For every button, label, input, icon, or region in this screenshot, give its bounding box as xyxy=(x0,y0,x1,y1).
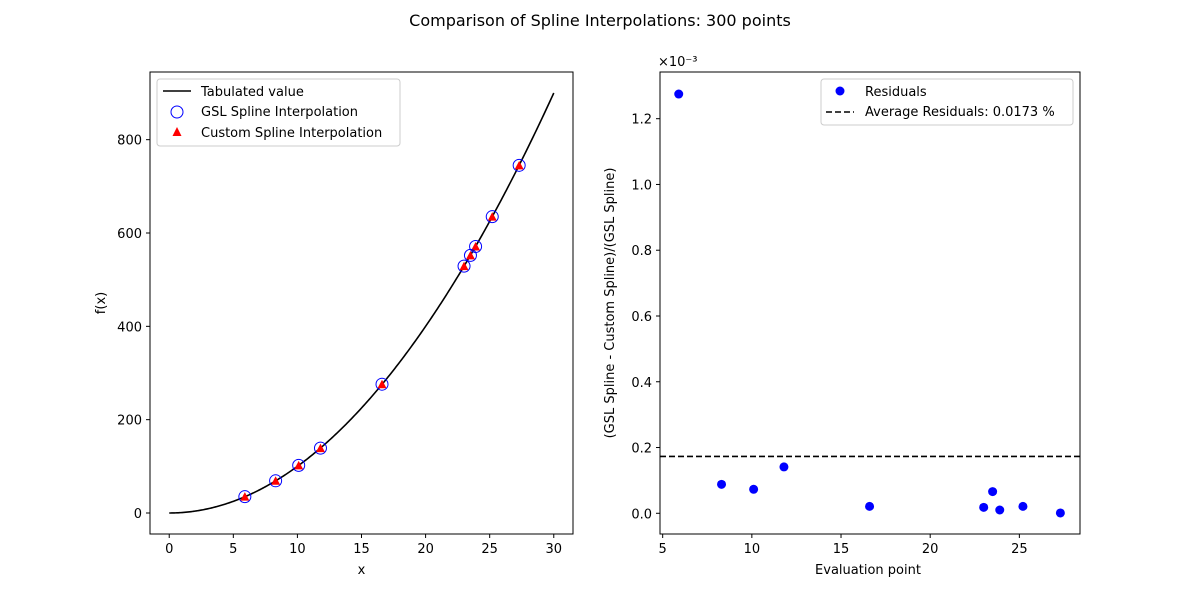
right-x-tick-label: 20 xyxy=(922,542,939,557)
custom-spline-point xyxy=(315,443,325,453)
right-y-tick-label: 0.2 xyxy=(631,442,652,457)
residual-point xyxy=(865,501,875,511)
residual-point xyxy=(1055,508,1065,518)
custom-spline-point xyxy=(465,250,475,260)
right-y-tick-label: 0.6 xyxy=(631,310,652,325)
residual-point xyxy=(674,89,684,99)
gsl-spline-point xyxy=(457,259,471,273)
left-y-tick-label: 200 xyxy=(117,414,142,429)
left-x-tick-label: 30 xyxy=(545,542,562,557)
legend-filled-circle-marker xyxy=(835,86,845,96)
left-x-tick-label: 15 xyxy=(353,542,370,557)
residual-point xyxy=(749,484,759,494)
legend-triangle-marker xyxy=(172,127,182,136)
residual-point xyxy=(779,462,789,472)
left-x-tick-label: 0 xyxy=(165,542,173,557)
left-y-tick-label: 400 xyxy=(117,320,142,335)
right-x-tick-label: 5 xyxy=(659,542,667,557)
left-legend-box xyxy=(156,78,401,147)
left-x-axis-label: x xyxy=(358,563,366,578)
residual-point xyxy=(717,479,727,489)
custom-spline-point xyxy=(294,460,304,470)
left-x-tick-label: 5 xyxy=(229,542,237,557)
legend-label-average: Average Residuals: 0.0173 % xyxy=(865,105,1055,120)
right-y-ticks: 0.0 0.2 0.4 0.6 0.8 1.0 1.2 xyxy=(631,113,660,522)
legend-open-circle-marker xyxy=(170,105,184,119)
right-y-tick-label: 0.4 xyxy=(631,376,652,391)
gsl-spline-point xyxy=(313,441,327,455)
right-y-offset-text: ×10⁻³ xyxy=(658,55,698,70)
right-x-tick-label: 15 xyxy=(833,542,850,557)
gsl-spline-point xyxy=(269,474,283,488)
residual-point xyxy=(995,505,1005,515)
custom-spline-point xyxy=(487,212,497,221)
legend-label-tabulated: Tabulated value xyxy=(200,85,304,100)
left-x-tick-label: 10 xyxy=(289,542,306,557)
left-x-tick-label: 25 xyxy=(481,542,498,557)
right-x-tick-label: 10 xyxy=(744,542,761,557)
right-y-tick-label: 0.8 xyxy=(631,244,652,259)
tabulated-curve xyxy=(169,92,555,514)
right-x-tick-label: 25 xyxy=(1011,542,1028,557)
right-x-axis-label: Evaluation point xyxy=(815,563,921,578)
legend-label-gsl: GSL Spline Interpolation xyxy=(201,105,358,120)
gsl-spline-point xyxy=(485,210,499,224)
right-y-tick-label: 1.0 xyxy=(631,178,652,193)
gsl-spline-point xyxy=(512,158,526,172)
left-y-axis-label: f(x) xyxy=(94,292,109,314)
custom-spline-point xyxy=(459,261,469,271)
right-plot-series xyxy=(660,89,1080,518)
custom-spline-point xyxy=(377,379,387,389)
custom-spline-point xyxy=(271,476,281,485)
right-legend-box xyxy=(820,78,1074,126)
right-x-ticks: 5 10 15 20 25 xyxy=(659,534,1028,557)
residual-point xyxy=(979,502,989,512)
legend-label-residuals: Residuals xyxy=(865,85,927,100)
left-y-tick-label: 800 xyxy=(117,134,142,149)
residual-point xyxy=(988,487,998,497)
gsl-spline-point xyxy=(292,458,306,472)
left-y-tick-label: 600 xyxy=(117,227,142,242)
left-x-tick-label: 20 xyxy=(417,542,434,557)
left-x-ticks: 0 5 10 15 20 25 30 xyxy=(165,534,562,557)
custom-spline-point xyxy=(514,160,524,170)
legend-label-custom: Custom Spline Interpolation xyxy=(201,126,382,141)
right-y-tick-label: 0.0 xyxy=(631,507,652,522)
custom-spline-point xyxy=(240,492,250,501)
left-y-ticks: 0 200 400 600 800 xyxy=(117,134,150,522)
left-y-tick-label: 0 xyxy=(134,507,142,522)
right-y-axis-label: (GSL Spline - Custom Spline)/(GSL Spline… xyxy=(603,168,618,439)
right-axes: 5 10 15 20 25 0.0 0.2 0.4 0.6 0.8 1.0 1.2 ×10⁻³ Ev… xyxy=(603,55,1081,578)
left-axes: 0 5 10 15 20 25 30 0 200 400 600 800 x f(x) Tabula… xyxy=(94,71,574,578)
left-plot-series xyxy=(169,92,555,514)
gsl-spline-point xyxy=(375,377,389,391)
right-axes-frame xyxy=(659,71,1081,535)
figure-title: Comparison of Spline Interpolations: 300… xyxy=(409,11,791,30)
residual-point xyxy=(1018,501,1028,511)
right-legend: Residuals Average Residuals: 0.0173 % xyxy=(820,78,1074,126)
left-legend: Tabulated value GSL Spline Interpolation… xyxy=(156,78,401,147)
gsl-spline-point xyxy=(469,240,483,254)
custom-spline-point xyxy=(471,242,481,251)
gsl-spline-point xyxy=(238,490,252,504)
right-y-tick-label: 1.2 xyxy=(631,113,652,128)
